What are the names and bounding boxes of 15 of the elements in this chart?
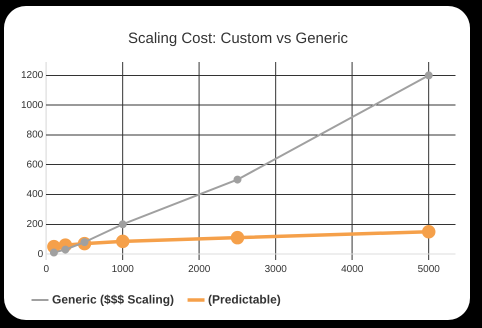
x-tick-label: 5000 xyxy=(418,264,440,275)
legend-label: Generic ($$$ Scaling) xyxy=(52,292,174,306)
legend-label: (Predictable) xyxy=(208,292,281,306)
y-tick-label: 800 xyxy=(26,130,44,141)
x-tick-label: 1000 xyxy=(112,264,134,275)
y-tick-label: 600 xyxy=(26,159,44,170)
x-tick-label: 2000 xyxy=(188,264,211,275)
y-tick-label: 1200 xyxy=(20,70,44,82)
y-tick-label: 200 xyxy=(26,219,44,230)
chart-title: Scaling Cost: Custom vs Generic xyxy=(128,30,349,48)
y-tick-label: 0 xyxy=(38,248,44,260)
y-tick-label: 400 xyxy=(26,189,44,200)
x-tick-label: 4000 xyxy=(341,264,364,275)
y-tick-label: 1000 xyxy=(20,100,44,111)
x-tick-label: 3000 xyxy=(264,264,288,275)
